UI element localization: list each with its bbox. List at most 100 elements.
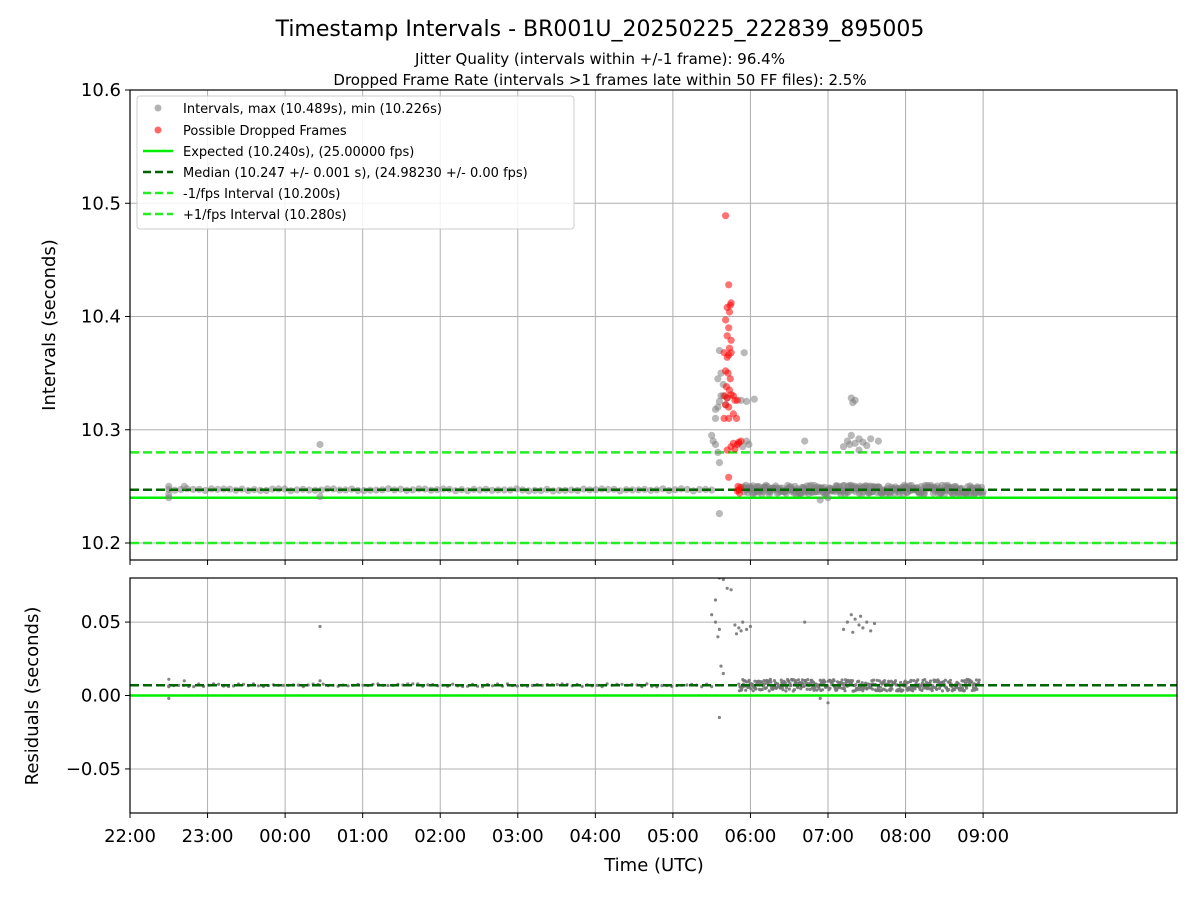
top-point-0-38 [847, 431, 855, 439]
bottom-point-band-0-1-204 [854, 683, 858, 687]
top-point-0-43 [867, 435, 875, 443]
bottom-point-band-0-1-267 [890, 687, 894, 691]
top-plot-area [130, 212, 1177, 545]
bottom-point-band-0-1-360 [943, 678, 948, 682]
top-point-band-0-0-23 [305, 486, 313, 494]
bottom-point-band-0-0-57 [451, 682, 455, 686]
bottom-point-band-0-0-18 [256, 684, 260, 688]
top-point-0-14 [715, 397, 724, 405]
bottom-point-0-15 [725, 586, 729, 590]
bottom-xtick-label-1: 23:00 [182, 826, 234, 847]
bottom-point-band-0-0-23 [281, 683, 285, 688]
bottom-point-0-2 [167, 696, 171, 701]
bottom-point-band-0-1-0 [737, 682, 741, 686]
top-point-0-44 [874, 437, 883, 445]
top-point-0-21 [711, 405, 720, 413]
bottom-point-0-33 [869, 629, 873, 633]
legend-label-expected: Expected (10.240s), (25.00000 fps) [183, 145, 414, 160]
bottom-point-band-0-1-180 [840, 678, 844, 682]
top-point-1-31 [732, 414, 741, 422]
bottom-point-band-0-1-355 [940, 689, 945, 693]
bottom-point-band-0-1-281 [898, 687, 902, 691]
top-point-0-0 [165, 482, 173, 490]
bottom-point-band-0-1-21 [749, 687, 753, 691]
bottom-point-band-0-1-334 [928, 679, 933, 683]
bottom-point-0-8 [717, 627, 722, 632]
bottom-point-band-0-0-39 [361, 683, 365, 687]
bottom-point-band-0-0-91 [620, 682, 624, 686]
bottom-point-band-0-0-83 [580, 684, 584, 689]
bottom-point-band-0-1-41 [760, 687, 764, 692]
bottom-point-band-0-1-235 [872, 678, 876, 682]
bottom-point-band-0-0-52 [426, 683, 430, 687]
bottom-point-band-0-1-300 [909, 678, 913, 683]
bottom-point-band-0-1-342 [933, 678, 937, 682]
bottom-point-0-22 [748, 624, 753, 629]
bottom-xtick-label-5: 03:00 [492, 826, 544, 847]
bottom-ytick-label-0: −0.05 [66, 759, 121, 780]
bottom-xtick-label-6: 04:00 [569, 826, 621, 847]
bottom-ytick-label-2: 0.05 [81, 612, 121, 633]
top-point-0-10 [715, 459, 724, 467]
bottom-point-0-3 [182, 679, 186, 683]
top-point-1-6 [722, 316, 730, 324]
bottom-point-0-1 [167, 685, 171, 689]
bottom-point-band-0-1-198 [850, 679, 855, 683]
top-point-band-0-0-53 [488, 486, 496, 494]
bottom-point-0-6 [710, 613, 714, 617]
top-point-band-0-0-66 [567, 486, 576, 494]
bottom-point-band-0-0-86 [595, 683, 599, 688]
bottom-point-band-0-1-112 [801, 682, 805, 686]
top-point-0-31 [745, 440, 753, 449]
bottom-point-0-21 [745, 627, 749, 632]
bottom-point-band-0-1-82 [784, 689, 788, 693]
bottom-point-band-0-0-104 [685, 683, 689, 687]
bottom-point-band-0-1-390 [961, 686, 965, 691]
bottom-point-0-0 [167, 677, 171, 681]
top-point-1-1 [725, 281, 733, 289]
top-point-band-0-0-4 [189, 485, 197, 493]
top-point-0-9 [714, 448, 722, 456]
bottom-point-band-0-1-159 [828, 686, 832, 690]
bottom-point-band-0-1-215 [860, 681, 864, 685]
bottom-point-band-0-1-166 [832, 679, 836, 683]
top-point-band-0-0-25 [317, 486, 325, 494]
bottom-xtick-label-0: 22:00 [104, 826, 156, 847]
bottom-point-band-0-1-12 [744, 688, 748, 692]
bottom-point-band-0-1-406 [970, 680, 974, 684]
bottom-point-band-0-1-131 [812, 688, 816, 692]
legend-marker-intervals [154, 104, 162, 112]
bottom-point-0-31 [861, 626, 865, 630]
top-point-band-0-0-85 [683, 485, 691, 494]
bottom-point-0-34 [872, 621, 877, 626]
top-point-0-48 [824, 494, 832, 502]
bottom-point-band-0-1-77 [781, 688, 785, 692]
bottom-point-0-5 [318, 679, 322, 683]
bottom-point-0-26 [841, 627, 846, 632]
top-ytick-label-0: 10.2 [81, 533, 121, 554]
legend-label-intervals: Intervals, max (10.489s), min (10.226s) [183, 102, 442, 117]
top-point-0-24 [740, 349, 748, 357]
bottom-point-band-0-0-10 [217, 682, 221, 686]
legend-box [136, 95, 575, 230]
top-point-0-47 [816, 496, 824, 504]
bottom-point-band-0-1-397 [965, 686, 969, 690]
bottom-point-band-0-1-97 [792, 688, 797, 692]
bottom-point-band-0-1-25 [751, 689, 755, 693]
top-point-0-11 [715, 509, 724, 518]
bottom-point-band-0-1-318 [919, 684, 923, 688]
bottom-point-band-0-1-30 [754, 687, 758, 691]
bottom-point-0-20 [741, 620, 745, 624]
top-point-band-0-0-72 [604, 485, 612, 494]
bottom-point-band-0-1-324 [923, 678, 927, 682]
bottom-point-band-0-1-103 [796, 686, 800, 690]
legend-item-median: Median (10.247 +/- 0.001 s), (24.98230 +… [143, 166, 528, 181]
legend-marker-dropped [154, 126, 162, 134]
legend-item-plus-one-frame: +1/fps Interval (10.280s) [143, 208, 347, 223]
bottom-point-0-10 [717, 715, 722, 720]
top-point-1-17 [726, 375, 734, 383]
chart-title: Timestamp Intervals - BR001U_20250225_22… [275, 17, 925, 42]
bottom-point-0-12 [721, 671, 725, 676]
bottom-point-band-0-0-36 [346, 684, 350, 688]
top-point-1-4 [727, 299, 735, 307]
